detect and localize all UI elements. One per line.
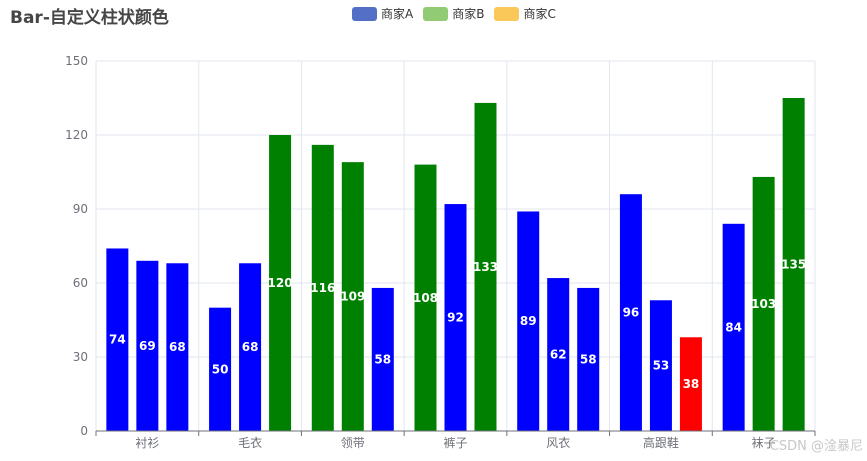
bar bbox=[547, 278, 570, 431]
bar-value-label: 58 bbox=[374, 352, 391, 366]
x-tick-label: 风衣 bbox=[546, 435, 570, 450]
bar-value-label: 84 bbox=[725, 320, 742, 334]
bar bbox=[752, 176, 775, 431]
bar-value-label: 38 bbox=[683, 377, 700, 391]
watermark: CSDN @淦暴尼 bbox=[769, 439, 863, 454]
bar bbox=[577, 287, 600, 431]
bar bbox=[136, 260, 159, 431]
bar bbox=[444, 204, 467, 431]
bar-value-label: 109 bbox=[340, 290, 365, 304]
legend-label-a: 商家A bbox=[381, 7, 414, 21]
bar-value-label: 116 bbox=[310, 281, 335, 295]
y-tick-label: 60 bbox=[73, 276, 88, 290]
bar-value-label: 74 bbox=[109, 333, 126, 347]
bar-value-label: 69 bbox=[139, 339, 156, 353]
y-tick-label: 30 bbox=[73, 350, 88, 364]
x-tick-label: 毛衣 bbox=[238, 435, 262, 450]
bar-value-label: 103 bbox=[751, 297, 776, 311]
legend-item-b[interactable]: 商家B bbox=[423, 5, 484, 22]
bar-value-label: 96 bbox=[623, 306, 640, 320]
legend-swatch-a bbox=[352, 6, 377, 21]
bar-value-label: 68 bbox=[242, 340, 259, 354]
bar bbox=[474, 102, 497, 431]
y-tick-label: 150 bbox=[65, 54, 88, 68]
bar bbox=[679, 337, 702, 431]
bar-value-label: 92 bbox=[447, 311, 464, 325]
bar-value-label: 53 bbox=[653, 359, 670, 373]
bar bbox=[649, 300, 672, 431]
bar-value-label: 62 bbox=[550, 348, 567, 362]
bar-value-label: 68 bbox=[169, 340, 186, 354]
x-tick-label: 领带 bbox=[341, 436, 365, 450]
legend-label-b: 商家B bbox=[452, 7, 485, 21]
x-tick-label: 裤子 bbox=[443, 436, 467, 450]
bar bbox=[166, 263, 189, 431]
legend-item-a[interactable]: 商家A bbox=[352, 5, 413, 22]
x-tick-label: 高跟鞋 bbox=[643, 435, 679, 450]
bar-value-label: 58 bbox=[580, 352, 597, 366]
bar bbox=[341, 162, 364, 431]
bar bbox=[311, 144, 334, 431]
bar bbox=[414, 164, 437, 431]
bar-value-label: 108 bbox=[413, 291, 438, 305]
x-tick-label: 袜子 bbox=[752, 436, 776, 450]
bar bbox=[517, 211, 540, 431]
bar bbox=[269, 135, 292, 431]
legend-label-c: 商家C bbox=[523, 7, 556, 21]
bar bbox=[371, 287, 394, 431]
chart-title: Bar-自定义柱状颜色 bbox=[10, 8, 169, 28]
bar-value-label: 135 bbox=[781, 258, 806, 272]
bar-value-label: 50 bbox=[212, 362, 229, 376]
legend-swatch-b bbox=[423, 6, 449, 21]
legend-swatch-c bbox=[494, 6, 520, 21]
bar bbox=[106, 248, 129, 431]
bar-value-label: 133 bbox=[473, 260, 498, 274]
legend: 商家A 商家B 商家C bbox=[352, 5, 556, 22]
bar bbox=[722, 223, 745, 431]
bar bbox=[782, 98, 805, 431]
y-tick-label: 120 bbox=[65, 128, 88, 142]
bar-value-label: 89 bbox=[520, 314, 537, 328]
bar bbox=[209, 307, 232, 431]
x-tick-label: 衬衫 bbox=[135, 436, 159, 450]
legend-item-c[interactable]: 商家C bbox=[494, 5, 556, 22]
bar bbox=[239, 263, 262, 431]
bar bbox=[619, 194, 642, 431]
bar-value-label: 120 bbox=[268, 276, 293, 290]
y-tick-label: 0 bbox=[80, 424, 88, 438]
y-tick-label: 90 bbox=[73, 202, 88, 216]
